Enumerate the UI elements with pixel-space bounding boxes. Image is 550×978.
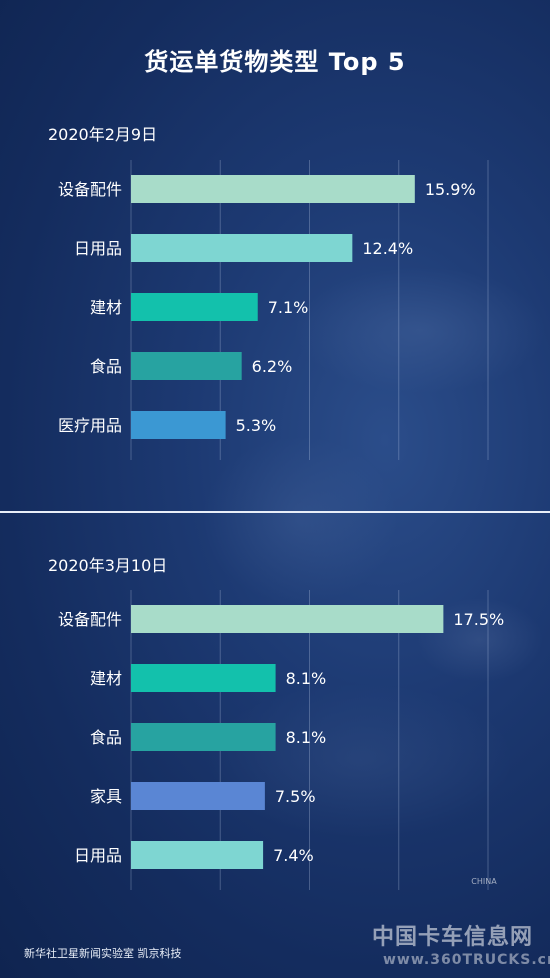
bar [131,664,276,692]
value-label: 6.2% [252,357,293,376]
value-label: 8.1% [286,728,327,747]
category-label: 设备配件 [58,610,122,629]
watermark-text: 中国卡车信息网 [372,925,534,950]
bar [131,723,276,751]
bar [131,605,444,633]
category-label: 日用品 [74,846,122,865]
bar [131,411,226,439]
watermark-url: www.360TRUCKS.cn [383,952,550,968]
chart-2-bar-chart: 设备配件 17.5% 建材 8.1% 食品 8.1% 家具 7.5% 日用品 7.4% [58,590,504,890]
category-label: 建材 [90,669,122,688]
value-label: 8.1% [286,669,327,688]
value-label: 7.1% [268,298,309,317]
bar [131,841,264,869]
page-title: 货运单货物类型 Top 5 [144,48,406,76]
category-label: 食品 [90,728,122,747]
category-label: 家具 [90,787,122,806]
category-label: 设备配件 [58,180,122,199]
chart-1-date: 2020年2月9日 [48,125,158,144]
bar [131,234,353,262]
category-label: 日用品 [74,239,122,258]
chart-1-bar-chart: 设备配件 15.9% 日用品 12.4% 建材 7.1% 食品 6.2% 医疗用品 5.3% [58,160,489,460]
category-label: 食品 [90,357,122,376]
chart-2-date: 2020年3月10日 [48,556,168,575]
footer-credit: 新华社卫星新闻实验室 凯京科技 [24,947,182,960]
bar [131,175,415,203]
value-label: 7.5% [275,787,316,806]
category-label: 建材 [90,298,122,317]
badge-logo: CHINA [471,877,497,886]
value-label: 12.4% [362,239,413,258]
value-label: 7.4% [273,846,314,865]
value-label: 5.3% [236,416,277,435]
bar [131,782,265,810]
value-label: 15.9% [425,180,476,199]
value-label: 17.5% [453,610,504,629]
bar [131,352,242,380]
category-label: 医疗用品 [58,416,122,435]
section-divider [0,511,550,513]
bar [131,293,258,321]
